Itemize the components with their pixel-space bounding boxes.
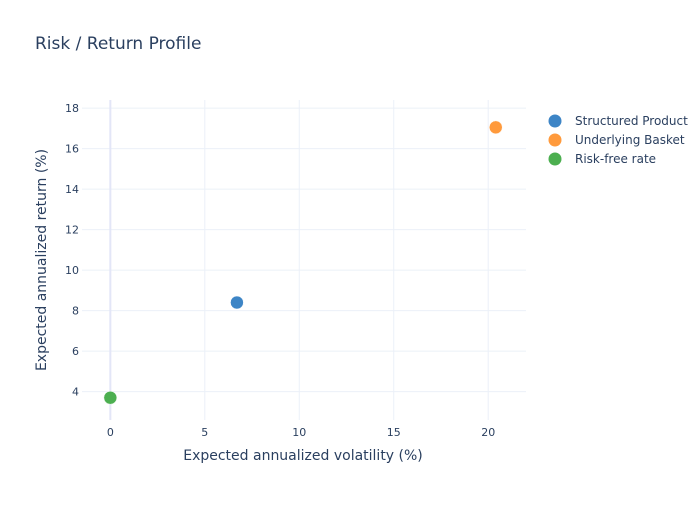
legend: Structured Product Underlying Basket Risk-… <box>548 114 688 166</box>
y-tick-label: 4 <box>72 386 79 399</box>
data-point[interactable] <box>230 295 244 310</box>
points-layer <box>103 120 503 405</box>
y-axis-label: Expected annualized return (%) <box>34 149 50 371</box>
y-tick-label: 16 <box>65 143 79 156</box>
legend-label[interactable]: Structured Product <box>575 114 688 128</box>
data-point[interactable] <box>489 120 503 135</box>
x-axis-ticks: 0 5 10 15 20 <box>107 426 495 439</box>
x-tick-label: 15 <box>387 426 401 439</box>
x-tick-label: 10 <box>292 426 306 439</box>
x-tick-label: 0 <box>107 426 114 439</box>
legend-marker[interactable] <box>548 133 562 147</box>
y-tick-label: 12 <box>65 224 79 237</box>
y-tick-label: 18 <box>65 102 79 115</box>
data-point[interactable] <box>103 390 118 405</box>
x-tick-label: 5 <box>201 426 208 439</box>
x-axis-label: Expected annualized volatility (%) <box>183 448 423 464</box>
chart-title: Risk / Return Profile <box>35 34 201 54</box>
legend-label[interactable]: Risk-free rate <box>575 152 656 166</box>
y-tick-label: 6 <box>72 345 79 358</box>
y-axis-ticks: 4 6 8 10 12 14 16 18 <box>65 102 79 399</box>
y-tick-label: 10 <box>65 264 79 277</box>
y-tick-label: 14 <box>65 183 79 196</box>
legend-marker[interactable] <box>548 152 562 166</box>
legend-label[interactable]: Underlying Basket <box>575 133 685 147</box>
x-tick-label: 20 <box>481 426 495 439</box>
y-tick-label: 8 <box>72 305 79 318</box>
grid-layer <box>82 100 526 420</box>
legend-marker[interactable] <box>548 114 562 128</box>
